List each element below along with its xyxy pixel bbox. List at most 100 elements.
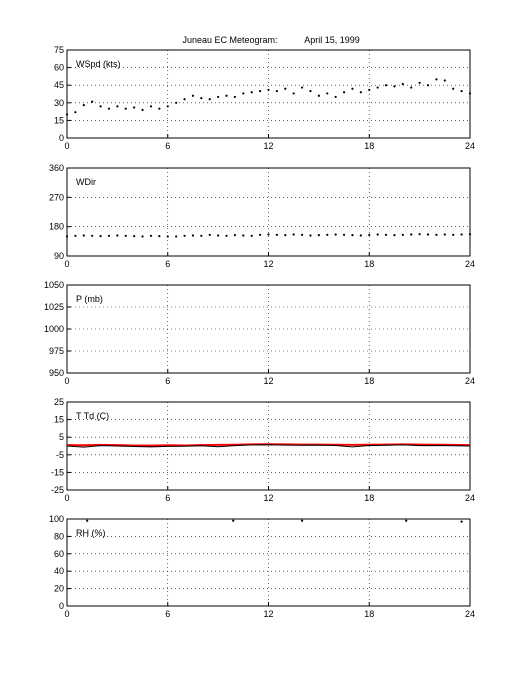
wind-direction-point (158, 235, 161, 238)
temperature-dewpoint-y-tick-label: -5 (56, 450, 64, 460)
wind-speed-point (351, 87, 354, 90)
wind-direction-label: WDir (76, 177, 96, 187)
wind-speed-point (435, 78, 438, 81)
wind-speed-point (82, 104, 85, 107)
pressure-y-tick-label: 950 (49, 368, 64, 378)
wind-speed-point (183, 98, 186, 101)
relative-humidity-axes-frame (66, 518, 471, 607)
wind-direction-y-tick-label: 360 (49, 163, 64, 173)
wind-speed-point (217, 95, 220, 99)
wind-speed-point (359, 91, 362, 94)
wind-direction-point (300, 233, 304, 236)
wind-direction-point (91, 234, 94, 237)
wind-direction-point (452, 233, 455, 236)
relative-humidity-y-tick-label: 100 (49, 514, 64, 524)
wind-speed-y-tick-label: 60 (54, 63, 64, 73)
wind-direction-point (426, 233, 430, 236)
wind-speed-point (393, 85, 396, 88)
relative-humidity-x-tick-label: 12 (263, 609, 273, 619)
wind-speed-point (317, 94, 320, 97)
wind-speed-point (460, 89, 463, 93)
figure-title: Juneau EC Meteogram: (182, 35, 277, 45)
wind-direction-point (259, 233, 262, 236)
wind-direction-point (166, 235, 169, 238)
wind-speed-point (326, 92, 329, 95)
wind-speed-point (284, 87, 287, 90)
wind-direction-point (435, 233, 438, 236)
wind-speed-point (225, 94, 228, 97)
wind-direction-point (359, 234, 362, 237)
temperature-dewpoint-panel: 0 6 12 18 24 -25 -15 -5 5 15 25 T Td (C) (51, 397, 475, 503)
figure-date: April 15, 1999 (304, 35, 360, 45)
wind-speed-point (141, 108, 144, 111)
wind-direction-point (368, 233, 371, 236)
relative-humidity-point (460, 520, 463, 523)
wind-direction-point (309, 234, 312, 237)
wind-speed-y-tick-label: 75 (54, 45, 64, 55)
wind-direction-point (401, 233, 404, 236)
wind-speed-y-tick-label: 30 (54, 98, 64, 108)
wind-speed-point (133, 106, 136, 109)
wind-speed-point (107, 107, 111, 110)
wind-direction-x-tick-label: 0 (64, 259, 69, 269)
wind-speed-point (426, 84, 430, 87)
wind-speed-point (233, 95, 237, 99)
wind-direction-point (74, 234, 77, 237)
wind-direction-x-tick-label: 24 (465, 259, 475, 269)
wind-speed-point (418, 81, 421, 84)
wind-speed-point (309, 89, 312, 93)
wind-direction-point (326, 233, 329, 236)
wind-speed-point (259, 89, 262, 93)
wind-direction-point (342, 233, 346, 236)
wind-speed-point (452, 87, 455, 90)
pressure-panel: 0 6 12 18 24 950 975 1000 1025 1050 P (mb) (44, 280, 475, 386)
wind-direction-point (183, 234, 186, 237)
relative-humidity-x-tick-label: 0 (64, 609, 69, 619)
wind-speed-y-tick-label: 15 (54, 115, 64, 125)
wind-direction-point (116, 234, 119, 237)
relative-humidity-y-tick-label: 20 (54, 584, 64, 594)
wind-speed-x-tick-label: 24 (465, 141, 475, 151)
wind-direction-point (65, 235, 69, 238)
pressure-x-tick-label: 6 (165, 376, 170, 386)
wind-direction-point (208, 233, 211, 236)
wind-direction-point (250, 234, 253, 237)
wind-direction-point (418, 233, 421, 236)
pressure-y-tick-label: 975 (49, 346, 64, 356)
wind-speed-point (443, 79, 446, 82)
temperature-dewpoint-y-tick-label: 25 (54, 397, 64, 407)
wind-speed-point (116, 105, 119, 108)
wind-speed-point (401, 82, 404, 86)
relative-humidity-panel: 0 6 12 18 24 0 20 40 60 80 100 RH (%) (49, 514, 475, 619)
wind-speed-point (158, 107, 161, 110)
temperature-dewpoint-label: T Td (C) (76, 411, 109, 421)
wind-direction-point (275, 233, 278, 236)
wind-direction-point (217, 234, 220, 237)
wind-speed-point (342, 91, 346, 94)
wind-speed-point (208, 98, 211, 101)
wind-speed-point (124, 107, 127, 110)
wind-speed-point (250, 91, 253, 94)
wind-direction-point (384, 233, 388, 236)
wind-speed-point (267, 88, 270, 91)
wind-direction-point (233, 234, 237, 237)
wind-speed-panel: 0 6 12 18 24 0 15 30 45 60 75 WSpd (kts) (54, 45, 475, 151)
wind-speed-point (376, 86, 379, 89)
wind-speed-point (200, 97, 203, 100)
temperature-dewpoint-dewpoint-line (66, 444, 471, 448)
wind-direction-point (267, 233, 270, 236)
wind-direction-point (82, 234, 85, 237)
wind-speed-point (300, 86, 304, 89)
wind-speed-x-tick-label: 18 (364, 141, 374, 151)
wind-direction-point (200, 234, 203, 237)
wind-speed-y-tick-label: 0 (59, 133, 64, 143)
pressure-y-tick-label: 1050 (44, 280, 64, 290)
wind-speed-point (99, 105, 102, 108)
wind-direction-point (460, 233, 463, 236)
wind-direction-point (242, 234, 245, 237)
temperature-dewpoint-y-tick-label: 5 (59, 432, 64, 442)
relative-humidity-x-tick-label: 18 (364, 609, 374, 619)
wind-direction-point (443, 233, 446, 236)
